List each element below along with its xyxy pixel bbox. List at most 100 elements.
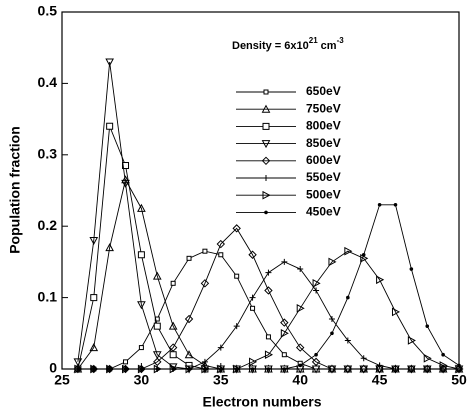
- data-point: [152, 351, 162, 360]
- x-tick-label: 25: [54, 372, 70, 388]
- y-tick-label: 0.5: [38, 3, 58, 19]
- data-point: [107, 367, 112, 371]
- x-tick-label: 40: [292, 372, 308, 388]
- data-point: [249, 294, 256, 301]
- data-point: [152, 271, 162, 280]
- data-point: [200, 279, 210, 288]
- data-point: [234, 273, 240, 279]
- data-point: [264, 350, 273, 360]
- legend-label: 750eV: [306, 101, 341, 115]
- data-point: [137, 251, 145, 259]
- data-point: [344, 337, 351, 344]
- data-point: [248, 250, 257, 259]
- data-point: [282, 367, 287, 371]
- marker: [263, 175, 269, 181]
- data-point: [105, 58, 114, 67]
- data-point: [123, 367, 128, 371]
- data-point: [407, 336, 416, 345]
- data-point: [327, 364, 337, 374]
- data-point: [234, 367, 239, 371]
- data-point: [264, 286, 273, 295]
- data-point: [137, 301, 146, 310]
- data-point: [391, 307, 401, 317]
- series: [73, 224, 464, 374]
- data-point: [438, 364, 448, 374]
- data-point: [313, 287, 320, 294]
- data-point: [391, 364, 400, 374]
- y-tick-label: 0.1: [38, 288, 58, 304]
- x-tick-label: 45: [372, 372, 388, 388]
- data-point: [90, 294, 98, 302]
- data-point: [250, 367, 255, 371]
- data-point: [123, 359, 129, 365]
- data-point: [153, 322, 161, 330]
- data-point: [314, 352, 318, 357]
- annotation-unit: cm: [321, 40, 337, 52]
- data-point: [217, 344, 224, 351]
- annotation-base: Density = 6x10: [232, 40, 309, 52]
- marker: [261, 104, 271, 113]
- data-point: [280, 328, 289, 338]
- data-point: [201, 358, 208, 365]
- y-tick-label: 0: [49, 360, 57, 376]
- data-point: [122, 162, 130, 170]
- legend-label: 550eV: [306, 170, 341, 184]
- data-point: [280, 318, 289, 327]
- data-point: [330, 331, 334, 336]
- data-point: [89, 236, 99, 246]
- data-point: [219, 367, 223, 371]
- data-point: [139, 367, 144, 371]
- series-line: [77, 126, 459, 370]
- data-point: [425, 324, 430, 328]
- data-point: [455, 364, 464, 374]
- data-point: [311, 357, 321, 367]
- legend-label: 600eV: [306, 153, 341, 167]
- data-point: [423, 353, 432, 363]
- y-tick-label: 0.2: [38, 217, 58, 233]
- data-point: [328, 316, 335, 323]
- data-point: [392, 366, 399, 372]
- data-point: [138, 345, 144, 351]
- marker: [262, 122, 270, 130]
- plot-frame: [61, 11, 460, 370]
- data-point: [170, 280, 176, 286]
- data-point: [457, 363, 461, 368]
- annotation: Density = 6x1021 cm-3: [232, 36, 344, 52]
- data-point: [407, 364, 416, 374]
- data-point: [105, 243, 114, 252]
- annotation-text: Density = 6x1021 cm-3: [232, 36, 344, 52]
- data-point: [441, 352, 445, 357]
- data-point: [344, 246, 353, 256]
- data-point: [439, 361, 448, 370]
- data-point: [343, 364, 353, 374]
- x-tick-label: 30: [134, 372, 150, 388]
- data-point: [361, 252, 366, 257]
- legend-label: 450eV: [306, 205, 341, 219]
- data-point: [249, 357, 258, 367]
- data-point: [296, 303, 305, 313]
- data-point: [73, 358, 83, 367]
- data-point: [250, 305, 256, 311]
- data-point: [233, 323, 240, 330]
- data-point: [203, 367, 207, 371]
- series-line: [77, 227, 459, 370]
- data-point: [169, 351, 177, 359]
- data-point: [298, 363, 303, 368]
- series-line: [77, 250, 460, 370]
- data-point: [408, 366, 415, 372]
- data-point: [168, 321, 178, 330]
- data-point: [346, 295, 350, 300]
- data-point: [265, 334, 271, 340]
- data-point: [376, 275, 385, 285]
- data-point: [409, 267, 414, 271]
- data-point: [393, 202, 398, 207]
- series-line: [77, 250, 459, 370]
- data-point: [91, 367, 96, 371]
- data-point: [218, 252, 224, 258]
- data-point: [376, 362, 383, 369]
- data-point: [359, 364, 368, 374]
- data-point: [184, 314, 194, 324]
- data-point: [297, 266, 304, 273]
- data-point: [76, 367, 80, 371]
- data-point: [184, 350, 194, 359]
